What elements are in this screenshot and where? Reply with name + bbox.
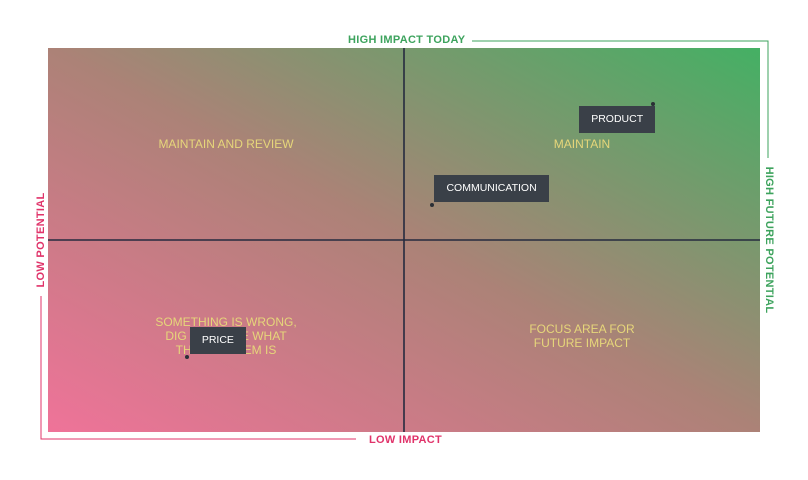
quadrant-label-top-left: MAINTAIN AND REVIEW	[158, 137, 294, 151]
point-marker-communication	[430, 203, 435, 208]
axis-title-bottom: LOW IMPACT	[363, 434, 449, 446]
axis-title-top: HIGH IMPACT TODAY	[342, 34, 472, 46]
bottom-left-bracket	[40, 296, 356, 440]
quadrant-label-bottom-right: FOCUS AREA FOR FUTURE IMPACT	[529, 322, 635, 350]
axis-title-right: HIGH FUTURE POTENTIAL	[763, 160, 775, 320]
axis-title-left: LOW POTENTIAL	[35, 186, 47, 294]
point-marker-price	[184, 355, 189, 360]
point-label-price[interactable]: PRICE	[189, 327, 246, 355]
point-marker-product	[651, 101, 656, 106]
top-right-bracket	[472, 40, 769, 158]
quadrant-label-top-right: MAINTAIN	[553, 137, 611, 151]
point-label-product[interactable]: PRODUCT	[579, 105, 656, 133]
point-label-communication[interactable]: COMMUNICATION	[434, 175, 549, 203]
